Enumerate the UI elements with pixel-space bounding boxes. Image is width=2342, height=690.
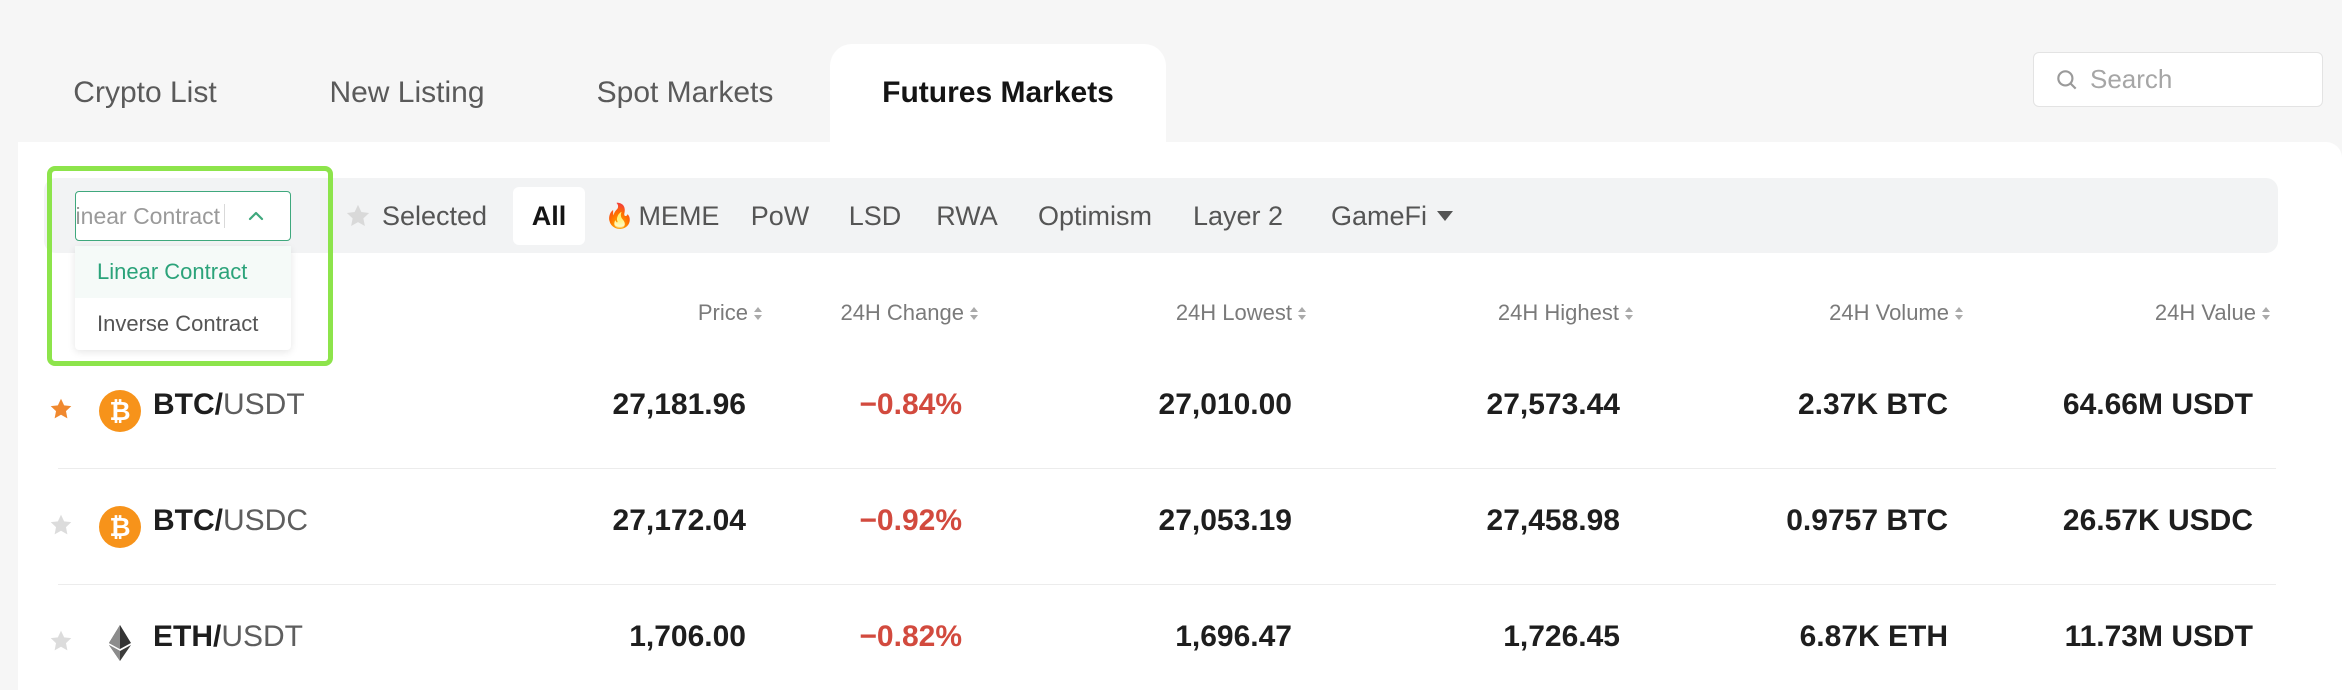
cell-24h-volume: 6.87K ETH (1799, 620, 1948, 653)
cell-24h-value: 64.66M USDT (2062, 388, 2253, 421)
bitcoin-icon: ₿ (99, 506, 141, 548)
cell-24h-highest: 27,458.98 (1486, 504, 1620, 537)
table-row[interactable]: ETH/USDT 1,706.00 −0.82% 1,696.47 1,726.… (0, 584, 2342, 690)
search-icon (2057, 69, 2077, 89)
sort-icon (970, 306, 978, 320)
column-header-24h-change-label: 24H Change (840, 300, 964, 325)
cell-24h-lowest: 27,010.00 (1158, 388, 1292, 421)
search-box[interactable] (2033, 52, 2323, 107)
filter-meme-label: MEME (638, 200, 720, 231)
cell-24h-lowest: 1,696.47 (1175, 620, 1292, 653)
cell-24h-value: 26.57K USDC (2062, 504, 2253, 537)
tab-futures-markets[interactable]: Futures Markets (830, 44, 1166, 142)
column-header-price[interactable]: Price (698, 298, 762, 328)
cell-24h-highest: 27,573.44 (1486, 388, 1620, 421)
pair-quote: USDT (223, 388, 305, 421)
filter-optimism[interactable]: Optimism (1038, 200, 1152, 231)
cell-24h-lowest: 27,053.19 (1158, 504, 1292, 537)
column-header-24h-highest-label: 24H Highest (1497, 300, 1619, 325)
pair-quote: USDT (221, 620, 304, 653)
filter-pow[interactable]: PoW (750, 200, 810, 231)
pair-quote: USDC (223, 504, 309, 537)
cell-24h-highest: 1,726.45 (1503, 620, 1620, 653)
cell-price: 1,706.00 (629, 620, 746, 653)
fire-icon: 🔥 (604, 202, 635, 230)
cell-24h-volume: 0.9757 BTC (1786, 504, 1948, 537)
contract-type-dropdown: Linear Contract Inverse Contract (75, 246, 291, 350)
pair-base: ETH (153, 620, 213, 653)
star-icon (346, 204, 370, 227)
filter-meme[interactable]: 🔥 MEME (602, 187, 722, 245)
cell-24h-volume: 2.37K BTC (1797, 388, 1948, 421)
filter-rwa[interactable]: RWA (936, 200, 998, 231)
pair-base: BTC (153, 504, 215, 537)
column-header-24h-volume-label: 24H Volume (1829, 300, 1949, 325)
column-header-24h-volume[interactable]: 24H Volume (1829, 298, 1963, 328)
column-header-24h-lowest[interactable]: 24H Lowest (1176, 298, 1306, 328)
sort-icon (2262, 306, 2270, 320)
pair-name[interactable]: ETH/USDT (153, 620, 303, 654)
cell-24h-change: −0.84% (859, 388, 962, 421)
ethereum-icon (109, 625, 131, 661)
column-header-24h-highest[interactable]: 24H Highest (1498, 298, 1633, 328)
cell-price: 27,172.04 (612, 504, 746, 537)
pair-base: BTC (153, 388, 215, 421)
filter-gamefi-label: GameFi (1330, 200, 1428, 231)
row-divider (58, 584, 2276, 585)
cell-price: 27,181.96 (612, 388, 746, 421)
filter-gamefi[interactable]: GameFi (1330, 187, 1454, 245)
favorite-star-icon[interactable] (48, 628, 74, 654)
favorite-star-icon[interactable] (48, 396, 74, 422)
column-header-24h-lowest-label: 24H Lowest (1175, 300, 1292, 325)
pair-name[interactable]: BTC/USDC (153, 504, 308, 538)
sort-icon (1955, 306, 1963, 320)
column-header-24h-value[interactable]: 24H Value (2155, 298, 2270, 328)
column-header-24h-change[interactable]: 24H Change (840, 298, 978, 328)
cell-24h-change: −0.92% (859, 504, 962, 537)
tab-spot-markets[interactable]: Spot Markets (596, 76, 774, 109)
svg-text:₿: ₿ (109, 512, 130, 542)
filter-selected[interactable]: Selected (344, 187, 494, 245)
filter-all[interactable]: All (513, 187, 585, 245)
chevron-up-icon[interactable] (244, 204, 268, 228)
cell-24h-change: −0.82% (859, 620, 962, 653)
option-linear-contract[interactable]: Linear Contract (75, 246, 291, 298)
filter-selected-label: Selected (382, 200, 488, 231)
filter-layer-2[interactable]: Layer 2 (1192, 200, 1284, 231)
cell-24h-value: 11.73M USDT (2064, 620, 2253, 653)
row-divider (58, 468, 2276, 469)
bitcoin-icon: ₿ (99, 390, 141, 432)
pair-separator: / (213, 620, 222, 653)
sort-icon (1625, 306, 1633, 320)
contract-type-select[interactable]: Linear Contract (75, 191, 291, 241)
filter-bar (44, 178, 2278, 253)
market-tabs: Crypto List New Listing Spot Markets Fut… (0, 0, 2342, 142)
filter-lsd[interactable]: LSD (848, 200, 902, 231)
column-header-24h-value-label: 24H Value (2154, 300, 2256, 325)
pair-separator: / (214, 388, 223, 421)
caret-down-icon (1437, 211, 1454, 221)
table-row[interactable]: ₿ BTC/USDC 27,172.04 −0.92% 27,053.19 27… (0, 468, 2342, 584)
option-inverse-contract[interactable]: Inverse Contract (97, 311, 259, 336)
sort-icon (1298, 306, 1306, 320)
tab-crypto-list[interactable]: Crypto List (73, 76, 217, 109)
pair-separator: / (214, 504, 223, 537)
pair-name[interactable]: BTC/USDT (153, 388, 305, 422)
favorite-star-icon[interactable] (48, 512, 74, 538)
select-divider (224, 204, 225, 228)
contract-type-value: Linear Contract (75, 203, 220, 229)
sort-icon (754, 306, 762, 320)
tab-new-listing[interactable]: New Listing (329, 76, 485, 109)
column-header-price-label: Price (697, 300, 748, 325)
svg-text:₿: ₿ (109, 396, 130, 426)
search-input[interactable] (2090, 64, 2310, 95)
table-row[interactable]: ₿ BTC/USDT 27,181.96 −0.84% 27,010.00 27… (0, 352, 2342, 468)
